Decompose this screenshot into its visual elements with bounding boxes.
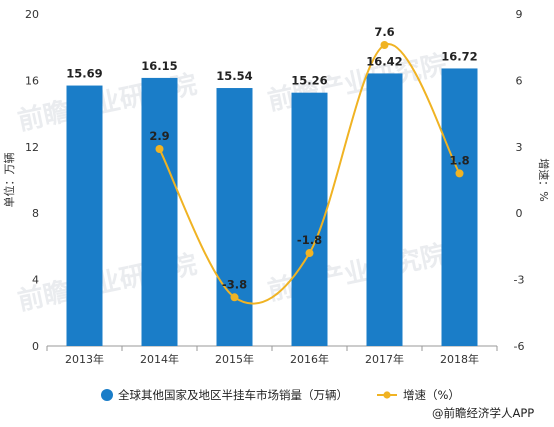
x-tick-label: 2013年: [65, 352, 104, 366]
y-right-axis-title: 增速：%: [537, 158, 551, 201]
y-right-tick-label: 9: [516, 8, 523, 21]
x-tick-label: 2014年: [140, 352, 179, 366]
legend-bar-label: 全球其他国家及地区半挂车市场销量（万辆）: [118, 388, 348, 402]
line-point: [305, 249, 314, 258]
y-left-tick-label: 8: [32, 207, 39, 220]
line-path: [158, 43, 461, 305]
y-left-tick-label: 12: [25, 141, 39, 154]
line-value-label: 1.8: [449, 153, 469, 167]
legend-line-label: 增速（%）: [403, 388, 460, 402]
line-point: [380, 40, 389, 49]
line-value-label: 2.9: [149, 129, 169, 143]
y-right-tick-label: 0: [516, 207, 523, 220]
data-labels: 15.69 16.15 15.54 15.26 16.42 16.72 2.9 -3.8 -1.…: [66, 25, 477, 291]
bar-value-label: 16.72: [441, 49, 477, 63]
bar: [366, 73, 403, 346]
legend: 全球其他国家及地区半挂车市场销量（万辆） 增速（%）: [101, 388, 460, 402]
line-point: [155, 145, 164, 154]
bar: [441, 68, 478, 346]
x-tick-label: 2015年: [215, 352, 254, 366]
bar-value-label: 15.54: [216, 69, 252, 83]
y-left-tick-label: 0: [32, 340, 39, 353]
y-right-tick-label: -3: [514, 274, 525, 287]
bar: [291, 92, 328, 347]
bar-value-label: 16.15: [141, 59, 177, 73]
y-left-tick-label: 16: [25, 74, 39, 87]
bar-value-label: 16.42: [366, 54, 402, 68]
line-point: [455, 169, 464, 178]
bar-series: [66, 68, 478, 347]
x-tick-label: 2017年: [365, 352, 404, 366]
source-credit: @前瞻经济学人APP: [432, 406, 534, 420]
y-left-tick-label: 4: [32, 274, 39, 287]
line-value-label: -1.8: [297, 233, 322, 247]
bar-value-label: 15.69: [66, 67, 102, 81]
x-tick-label: 2016年: [290, 352, 329, 366]
y-right-tick-label: -6: [514, 340, 525, 353]
legend-line-marker-dot: [383, 391, 391, 399]
x-tick-label: 2018年: [440, 352, 479, 366]
line-point: [230, 293, 239, 302]
bar-value-label: 15.26: [291, 74, 327, 88]
y-left-axis-title: 单位：万辆: [2, 153, 16, 208]
y-right-tick-label: 3: [516, 141, 523, 154]
bar: [66, 85, 103, 347]
legend-bar-marker: [101, 389, 113, 401]
line-value-label: 7.6: [374, 25, 394, 39]
bar: [141, 77, 178, 346]
y-right-tick-label: 6: [516, 74, 523, 87]
line-series: [155, 40, 464, 305]
y-left-tick-label: 20: [25, 8, 39, 21]
axes: 2013年 2014年 2015年 2016年 2017年 2018年 0 4 8 12 16 20 -…: [2, 8, 551, 366]
line-value-label: -3.8: [222, 277, 247, 291]
bar: [216, 88, 253, 346]
